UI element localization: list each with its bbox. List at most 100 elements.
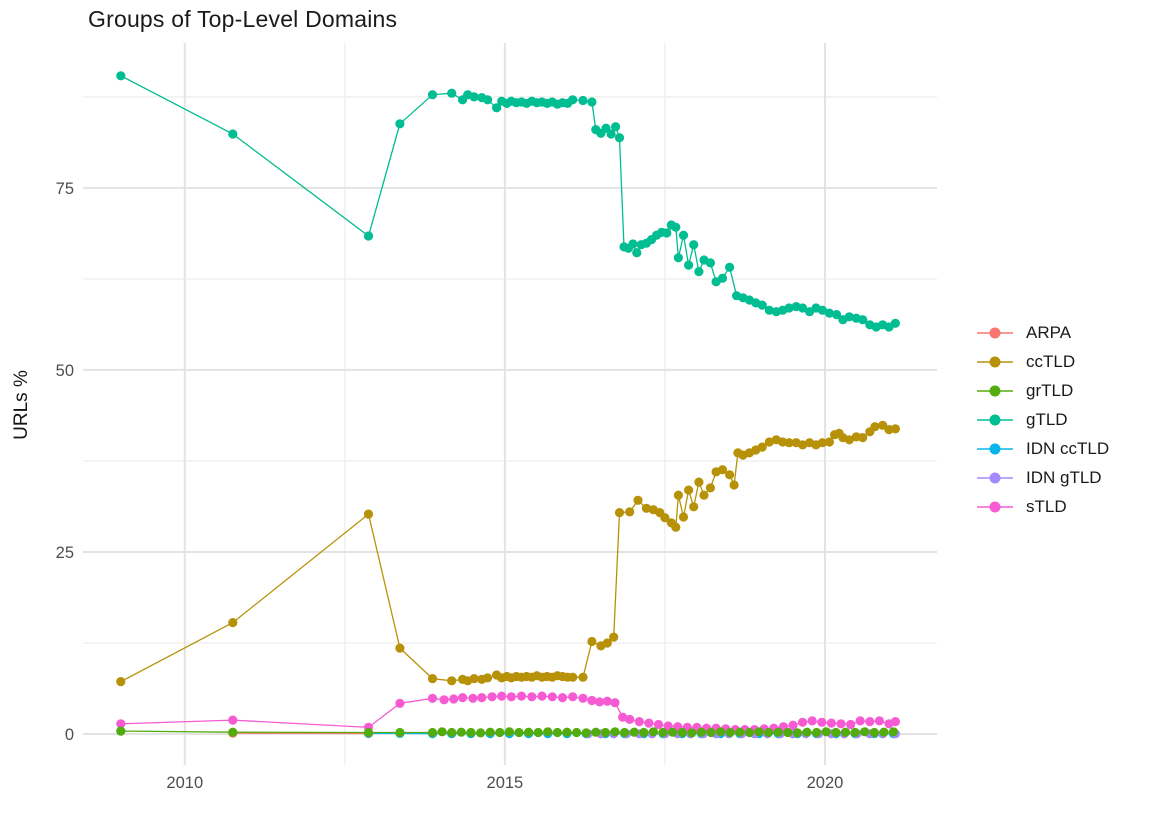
data-point bbox=[587, 636, 597, 647]
data-point bbox=[629, 727, 639, 737]
legend-key-icon bbox=[977, 385, 1013, 397]
data-point bbox=[602, 696, 612, 706]
data-point bbox=[798, 440, 808, 450]
data-point bbox=[764, 305, 774, 315]
data-point bbox=[855, 716, 865, 726]
legend-key-icon bbox=[977, 443, 1013, 455]
data-point bbox=[890, 717, 901, 727]
data-point bbox=[618, 712, 628, 722]
data-point bbox=[798, 303, 808, 313]
data-point bbox=[595, 697, 605, 707]
data-point bbox=[562, 727, 572, 737]
data-point bbox=[754, 727, 764, 737]
data-point bbox=[568, 692, 578, 702]
series-grTLD bbox=[116, 726, 899, 738]
data-point bbox=[807, 716, 817, 726]
data-point bbox=[600, 727, 611, 738]
data-point bbox=[514, 727, 524, 738]
data-point bbox=[689, 240, 699, 250]
data-point bbox=[671, 222, 681, 232]
data-point bbox=[824, 308, 835, 318]
data-point bbox=[812, 727, 822, 738]
data-point bbox=[581, 728, 591, 738]
legend-key-icon bbox=[977, 501, 1013, 513]
data-point bbox=[824, 437, 835, 447]
data-point bbox=[716, 727, 726, 737]
data-point bbox=[483, 95, 493, 105]
data-point bbox=[641, 503, 652, 513]
data-point bbox=[658, 727, 668, 738]
data-point bbox=[757, 442, 767, 452]
data-point bbox=[495, 727, 505, 738]
data-point bbox=[890, 318, 901, 328]
data-point bbox=[228, 715, 238, 725]
x-tick-label: 2020 bbox=[807, 774, 844, 792]
data-point bbox=[625, 714, 635, 725]
data-point bbox=[788, 720, 798, 730]
data-point bbox=[447, 88, 457, 98]
data-point bbox=[706, 727, 716, 738]
data-point bbox=[568, 672, 578, 682]
data-point bbox=[628, 239, 638, 249]
data-point bbox=[844, 435, 854, 445]
legend-label: IDN ccTLD bbox=[1026, 439, 1110, 458]
data-point bbox=[439, 695, 449, 705]
legend-item-IDN-ccTLD: IDN ccTLD bbox=[977, 439, 1109, 459]
data-point bbox=[557, 693, 568, 703]
data-point bbox=[648, 727, 659, 737]
data-point bbox=[602, 638, 612, 648]
data-point bbox=[798, 717, 808, 727]
data-point bbox=[840, 727, 851, 737]
data-point bbox=[578, 95, 588, 106]
data-point bbox=[487, 692, 497, 702]
data-point bbox=[587, 97, 597, 107]
data-point bbox=[547, 692, 557, 702]
data-point bbox=[662, 228, 672, 238]
y-tick-label: 50 bbox=[56, 362, 74, 380]
data-point bbox=[606, 129, 616, 139]
data-point bbox=[831, 727, 841, 738]
legend-label: ARPA bbox=[1026, 323, 1072, 342]
data-point bbox=[427, 693, 438, 703]
data-point bbox=[696, 727, 707, 737]
x-tick-label: 2010 bbox=[166, 774, 203, 792]
legend-label: IDN gTLD bbox=[1026, 468, 1102, 487]
series-line bbox=[120, 75, 896, 328]
data-point bbox=[591, 727, 601, 737]
data-point bbox=[729, 480, 739, 490]
gridlines-major bbox=[83, 43, 937, 765]
data-point bbox=[802, 727, 812, 737]
data-point bbox=[784, 303, 794, 313]
data-point bbox=[568, 95, 578, 105]
data-point bbox=[543, 727, 553, 737]
data-point bbox=[725, 262, 735, 272]
data-point bbox=[735, 727, 745, 737]
data-point bbox=[792, 728, 803, 738]
data-point bbox=[653, 719, 664, 730]
legend-item-IDN-gTLD: IDN gTLD bbox=[977, 468, 1109, 488]
data-point bbox=[668, 727, 678, 737]
data-point bbox=[783, 727, 793, 738]
data-point bbox=[610, 698, 620, 708]
data-point bbox=[427, 90, 438, 100]
x-tick-label: 2015 bbox=[487, 774, 524, 792]
data-point bbox=[620, 727, 630, 738]
data-point bbox=[858, 433, 868, 443]
data-point bbox=[485, 727, 495, 737]
data-point bbox=[817, 717, 827, 727]
legend-item-grTLD: grTLD bbox=[977, 381, 1109, 401]
data-point bbox=[447, 676, 457, 686]
data-point bbox=[625, 507, 635, 517]
data-point bbox=[476, 728, 486, 738]
data-point bbox=[468, 693, 478, 703]
data-point bbox=[533, 727, 543, 738]
data-point bbox=[717, 273, 728, 283]
legend-item-ARPA: ARPA bbox=[977, 323, 1109, 343]
data-point bbox=[678, 512, 689, 522]
data-point bbox=[639, 727, 649, 738]
data-point bbox=[879, 727, 889, 737]
data-point bbox=[844, 312, 854, 322]
data-point bbox=[673, 490, 684, 500]
data-point bbox=[469, 674, 479, 684]
